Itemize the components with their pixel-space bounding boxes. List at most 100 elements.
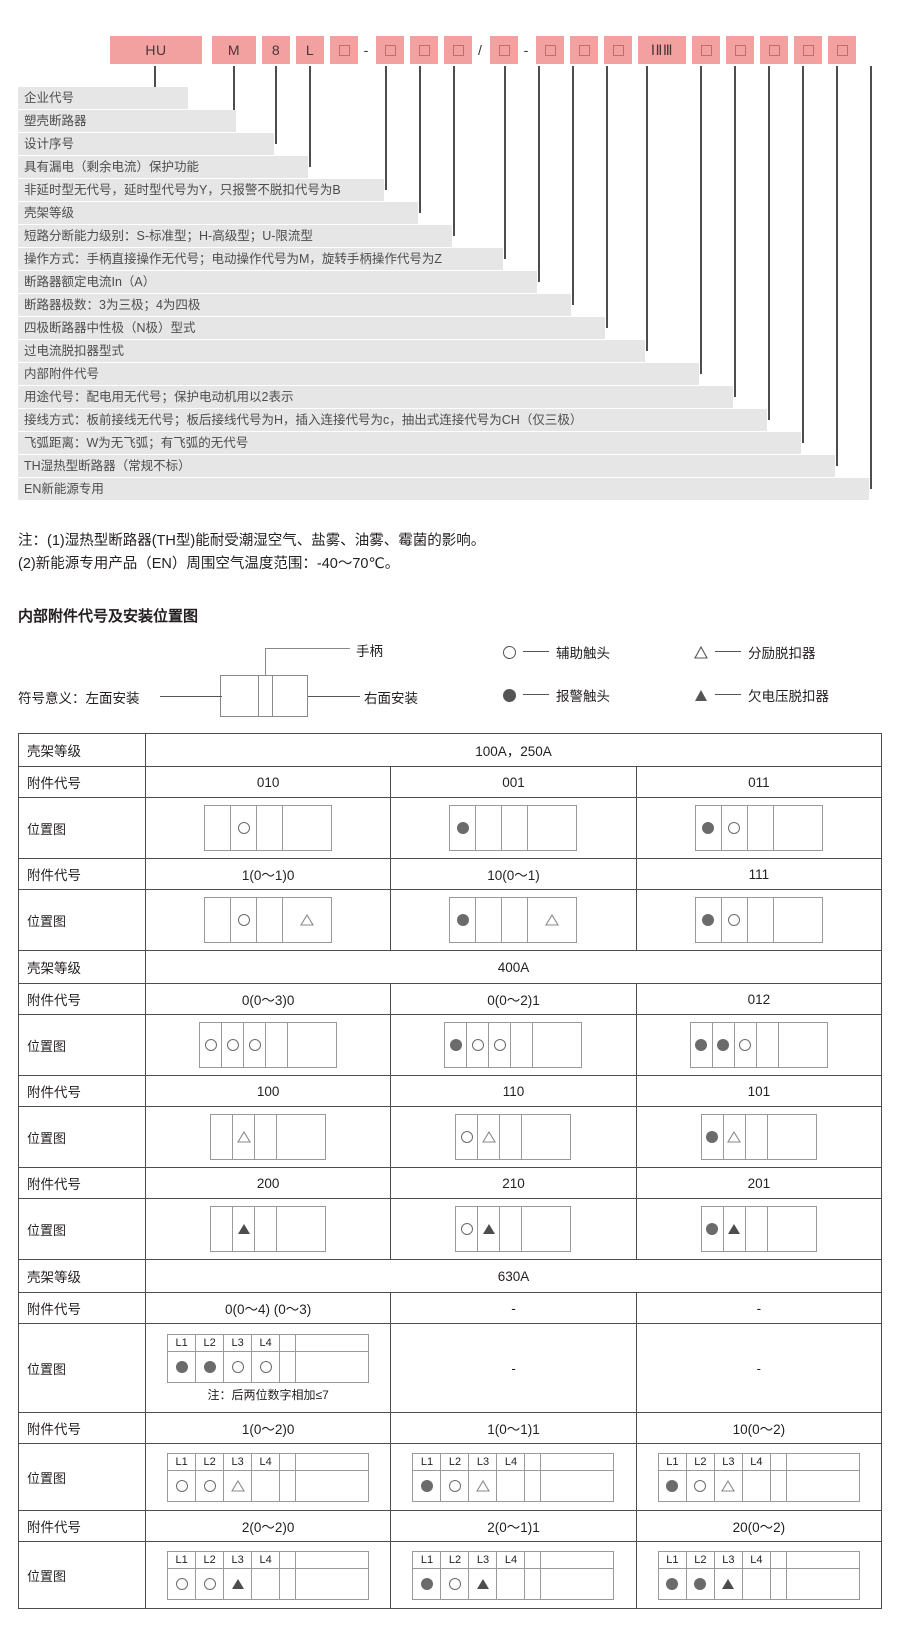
code-separator: -: [523, 42, 529, 58]
position-row: 位置图: [18, 1014, 883, 1076]
aux-contact-icon: [503, 644, 516, 662]
phase-label-0: L1: [168, 1334, 197, 1351]
filled-triangle-icon: [237, 1224, 250, 1234]
device-slot-2: [255, 1115, 278, 1159]
filled-circle-icon: [666, 1479, 679, 1492]
device-slot-1: [467, 1023, 490, 1067]
device-slot-0: [200, 1023, 223, 1067]
device-slot-2: [748, 806, 774, 850]
phase-header-row: L1 L2 L3 L4: [168, 1334, 369, 1352]
leader-line-17: [870, 66, 872, 489]
device-slot-0: [702, 1115, 724, 1159]
accessory-code-cell: 2(0～2)0: [144, 1510, 392, 1542]
device-outline: L1 L2 L3 L4: [167, 1452, 370, 1502]
handle-stem: [265, 648, 266, 676]
phase-label-4: [525, 1551, 542, 1568]
device-slot-3: [522, 1115, 570, 1159]
device-slot-1: [196, 1470, 225, 1501]
accessory-code-cell: 200: [144, 1167, 392, 1199]
accessory-code-cell: 111: [635, 858, 883, 890]
device-outline: [689, 1022, 828, 1068]
device-slot-0: [168, 1351, 197, 1382]
position-diagram: [146, 1114, 390, 1160]
breaker-divider-1: [258, 675, 259, 717]
device-slot-2: [257, 898, 284, 942]
label-bar-1: 塑壳断路器: [18, 110, 236, 132]
device-slot-0: [205, 898, 232, 942]
position-cell: [144, 889, 392, 951]
device-slot-1: [722, 806, 748, 850]
accessory-code-cell: 100: [144, 1075, 392, 1107]
open-circle-icon: [237, 822, 250, 834]
frame-row: 壳架等级 100A，250A: [18, 733, 882, 767]
position-diagram: [391, 805, 635, 851]
device-slot-1: [441, 1470, 470, 1501]
phase-label-2: L3: [715, 1551, 743, 1568]
device-slot-3: [252, 1470, 281, 1501]
notes-block: 注：(1)湿热型断路器(TH型)能耐受潮湿空气、盐雾、油雾、霉菌的影响。 (2)…: [18, 530, 878, 576]
position-cell: [390, 797, 637, 859]
empty-box-icon: [700, 44, 712, 56]
leader-line-0: [154, 66, 156, 98]
device-outline: [694, 805, 823, 851]
row-label-position: 位置图: [18, 889, 146, 951]
device-slot-1: [196, 1351, 225, 1382]
device-outline: [700, 1114, 817, 1160]
device-slot-2: [748, 898, 774, 942]
open-circle-icon: [460, 1223, 473, 1235]
leader-line-13: [734, 66, 736, 397]
device-slot-3: [743, 1470, 771, 1501]
accessory-code-cell: 011: [635, 766, 883, 798]
filled-circle-icon: [449, 1039, 462, 1051]
accessory-code-cell: 1(0～1)0: [144, 858, 392, 890]
device-outline: L1 L2 L3 L4: [657, 1550, 860, 1600]
device-slot-1: [476, 898, 503, 942]
phase-label-1: L2: [687, 1551, 715, 1568]
empty-box-icon: [768, 44, 780, 56]
accessory-code-cell: 101: [635, 1075, 883, 1107]
code-separator: /: [478, 42, 482, 58]
phase-label-2: L3: [469, 1551, 498, 1568]
position-cell: [635, 1198, 883, 1260]
accessory-code-cell: 0(0～4) (0～3): [144, 1292, 392, 1324]
code-cell-2: 8: [262, 36, 290, 64]
diagram-note: 注：后两位数字相加≤7: [207, 1387, 329, 1402]
accessory-code-cell: 201: [635, 1167, 883, 1199]
device-slot-2: [489, 1023, 512, 1067]
device-slot-3: [768, 1115, 816, 1159]
device-slot-2: [255, 1207, 278, 1251]
position-diagram: L1 L2 L3 L4: [146, 1452, 390, 1502]
device-slot-2: [257, 806, 284, 850]
filled-circle-icon: [702, 822, 715, 834]
accessory-code-cell: 20(0～2): [635, 1510, 883, 1542]
code-cell-3: L: [296, 36, 324, 64]
filled-circle-icon: [420, 1577, 433, 1590]
code-cell-17: [726, 36, 754, 64]
left-mount-leader: [160, 696, 222, 697]
device-slot-1: [196, 1568, 225, 1599]
leader-line-16: [836, 66, 838, 466]
phase-label-3: L4: [497, 1453, 526, 1470]
aux-contact-dash: [523, 651, 549, 652]
filled-circle-icon: [694, 1577, 707, 1590]
leader-line-3: [309, 66, 311, 167]
device-slot-3: [277, 1115, 325, 1159]
accessory-code-cell: 0(0～2)1: [390, 983, 637, 1015]
device-slot-4: [280, 1470, 297, 1501]
phase-label-3: L4: [743, 1453, 771, 1470]
row-label-position: 位置图: [18, 1443, 146, 1511]
accessory-code-cell: 210: [390, 1167, 637, 1199]
phase-label-4: [771, 1551, 787, 1568]
device-slot-2: [500, 1115, 523, 1159]
device-slot-3: [497, 1470, 526, 1501]
label-bar-0: 企业代号: [18, 87, 188, 109]
filled-triangle-icon: [476, 1578, 489, 1589]
device-slot-3: [774, 806, 822, 850]
device-slot-0: [456, 1115, 479, 1159]
accessory-code-row: 附件代号 2(0～2)0 2(0～1)1 20(0～2): [18, 1510, 883, 1542]
phase-label-5: [541, 1454, 613, 1470]
empty-box-icon: [418, 44, 430, 56]
device-slot-3: [528, 898, 576, 942]
label-bar-9: 断路器极数：3为三极；4为四极: [18, 294, 571, 316]
